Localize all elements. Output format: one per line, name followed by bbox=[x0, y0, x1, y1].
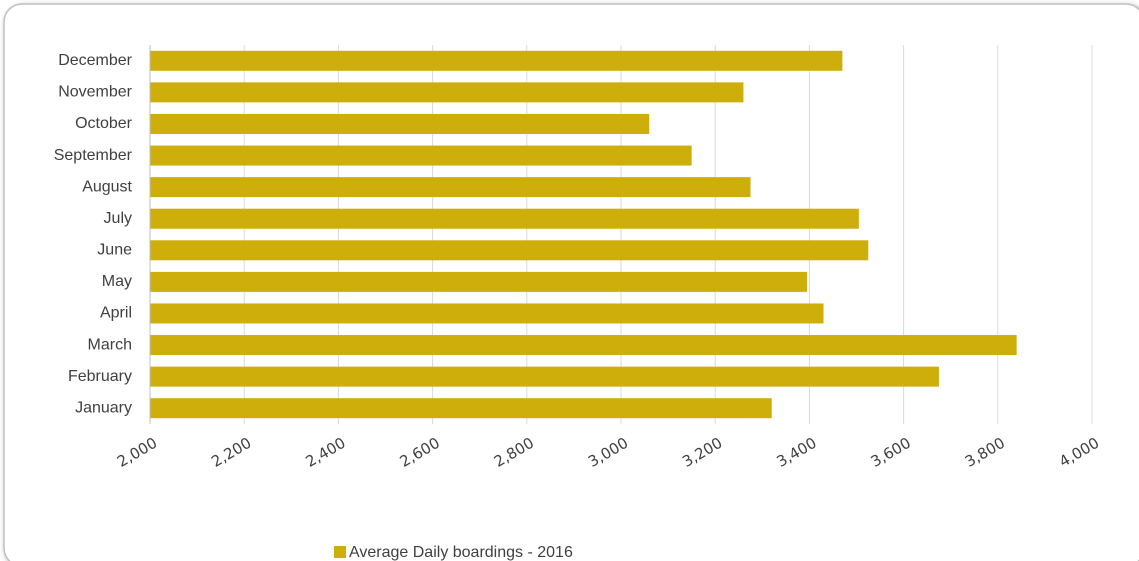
bar bbox=[150, 113, 650, 134]
y-tick-label: March bbox=[88, 336, 132, 353]
y-tick-label: July bbox=[104, 210, 132, 227]
bar bbox=[150, 82, 744, 103]
y-tick-label: January bbox=[75, 399, 132, 416]
bar bbox=[150, 208, 859, 229]
bar bbox=[150, 366, 939, 387]
bar bbox=[150, 398, 772, 419]
bar bbox=[150, 335, 1017, 356]
y-tick-label: October bbox=[75, 115, 133, 132]
bar bbox=[150, 50, 843, 71]
y-tick-label: November bbox=[58, 84, 132, 101]
bar bbox=[150, 177, 751, 198]
y-tick-label: September bbox=[54, 147, 133, 164]
bar bbox=[150, 271, 808, 292]
y-tick-label: February bbox=[68, 368, 132, 385]
bar bbox=[150, 145, 692, 166]
y-tick-label: August bbox=[82, 178, 132, 195]
y-tick-label: May bbox=[102, 273, 132, 290]
y-tick-label: December bbox=[58, 52, 132, 69]
bar bbox=[150, 240, 869, 261]
legend-label: Average Daily boardings - 2016 bbox=[349, 544, 573, 561]
bar bbox=[150, 303, 824, 324]
y-tick-label: April bbox=[100, 305, 132, 322]
y-tick-label: June bbox=[97, 242, 132, 259]
legend-swatch bbox=[334, 546, 346, 558]
